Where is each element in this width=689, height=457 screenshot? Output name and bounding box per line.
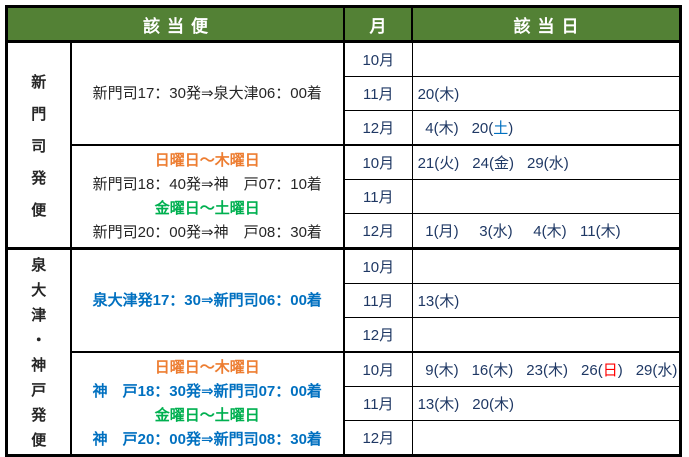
date-entry: 29(水) xyxy=(526,155,569,172)
dates-cell xyxy=(411,41,682,77)
dates-cell: 4(木) 20(土) xyxy=(411,110,682,146)
date-entry: 21(火) xyxy=(417,155,460,172)
dates-cell: 21(火) 24(金) 29(水) xyxy=(411,144,682,180)
month-cell: 12月 xyxy=(343,213,413,249)
date-entry: 29(水) xyxy=(635,362,678,379)
table-row: 12月 1(月) 3(水) 4(木) 11(木) xyxy=(7,213,682,249)
date-entry: 20(木) xyxy=(472,396,514,413)
timetable-body: 新門司発便新門司17：30発⇒泉大津06：00着 10月 11月 20(木) 12月 4(… xyxy=(5,41,682,456)
dates-cell: 1(月) 3(水) 4(木) 11(木) xyxy=(411,213,682,249)
schedule-text: 新門司17：30発⇒泉大津06：00着 xyxy=(92,85,322,102)
month-cell: 12月 xyxy=(343,110,413,146)
flight-desc-cell: 日曜日～木曜日新門司18：40発⇒神 戸07：10着 金曜日～土曜日新門司20：0… xyxy=(70,144,345,249)
dates-cell xyxy=(411,420,682,456)
route-group-cell: 泉大津・神戸発便 xyxy=(5,247,72,456)
day-range-label: 金曜日～土曜日 xyxy=(154,407,260,424)
date-entry: 13(木) xyxy=(417,396,460,413)
month-cell: 10月 xyxy=(343,144,413,180)
date-entry: 20(木) xyxy=(417,86,460,103)
table-row: 11月 13(木) xyxy=(7,283,682,318)
schedule-text: 新門司18：40発⇒神 戸07：10着 xyxy=(92,176,322,193)
table-row: 11月 xyxy=(7,179,682,214)
month-cell: 11月 xyxy=(343,386,413,421)
schedule-text: 神 戸18：30発⇒新門司07：00着 xyxy=(92,383,322,400)
date-entry: 4(木) xyxy=(425,120,459,137)
route-group-label: 泉大津・神戸発便 xyxy=(31,257,47,449)
date-entry: 20(土) xyxy=(471,120,514,137)
month-cell: 11月 xyxy=(343,179,413,214)
flight-desc-cell: 新門司17：30発⇒泉大津06：00着 xyxy=(70,41,345,146)
schedule-text: 神 戸20：00発⇒新門司08：30着 xyxy=(92,431,322,448)
header-row: 該当便 月 該当日 xyxy=(5,5,682,43)
route-group-cell: 新門司発便 xyxy=(5,41,72,249)
header-month: 月 xyxy=(342,5,414,43)
day-range-label: 日曜日～木曜日 xyxy=(154,152,260,169)
header-dates: 該当日 xyxy=(411,5,682,43)
table-row: 新門司発便 新門司17：30発⇒泉大津06：00着 10月 xyxy=(5,41,682,249)
header-flights: 該当便 xyxy=(5,5,345,43)
day-range-label: 金曜日～土曜日 xyxy=(154,200,260,217)
schedule-text: 新門司20：00発⇒神 戸08：30着 xyxy=(92,224,322,241)
dates-cell xyxy=(411,179,682,214)
table-row: 泉大津・神戸発便 泉大津発17：30⇒新門司06：00着 10月 xyxy=(5,247,682,456)
date-entry: 1(月) xyxy=(425,223,459,240)
date-entry: 3(水) xyxy=(479,223,513,240)
dates-cell: 13(木) xyxy=(411,283,682,318)
dates-cell xyxy=(411,247,682,284)
flight-desc-cell: 泉大津発17：30⇒新門司06：00着 xyxy=(70,247,345,353)
dates-cell: 20(木) xyxy=(411,76,682,111)
day-range-label: 日曜日～木曜日 xyxy=(154,359,260,376)
month-cell: 11月 xyxy=(343,283,413,318)
date-entry: 9(木) xyxy=(425,362,459,379)
date-entry: 4(木) xyxy=(533,223,567,240)
table-row: 12月 xyxy=(7,317,682,353)
dates-cell xyxy=(411,317,682,353)
date-entry: 26(日) xyxy=(581,362,623,379)
ferry-timetable: 該当便 月 該当日 新門司発便新門司17：30発⇒泉大津06：00着 10月 11月… xyxy=(5,5,682,457)
flight-desc-cell: 日曜日～木曜日神 戸18：30発⇒新門司07：00着 金曜日～土曜日神 戸20：0… xyxy=(70,351,345,456)
table-row: 日曜日～木曜日新門司18：40発⇒神 戸07：10着 金曜日～土曜日新門司20：0… xyxy=(7,144,682,249)
date-entry: 23(木) xyxy=(526,362,568,379)
month-cell: 11月 xyxy=(343,76,413,111)
schedule-text: 泉大津発17：30⇒新門司06：00着 xyxy=(92,292,322,309)
dates-cell: 13(木) 20(木) xyxy=(411,386,682,421)
dates-cell: 9(木) 16(木) 23(木) 26(日) 29(水) xyxy=(411,351,682,387)
date-entry: 11(木) xyxy=(580,223,621,240)
month-cell: 10月 xyxy=(343,247,413,284)
month-cell: 10月 xyxy=(343,41,413,77)
table-row: 日曜日～木曜日神 戸18：30発⇒新門司07：00着 金曜日～土曜日神 戸20：0… xyxy=(7,351,682,456)
month-cell: 10月 xyxy=(343,351,413,387)
route-group-label: 新門司発便 xyxy=(31,73,47,219)
table-row: 12月 4(木) 20(土) xyxy=(7,110,682,146)
month-cell: 12月 xyxy=(343,420,413,456)
date-entry: 24(金) xyxy=(472,155,514,172)
date-entry: 13(木) xyxy=(417,293,460,310)
date-entry: 16(木) xyxy=(471,362,514,379)
month-cell: 12月 xyxy=(343,317,413,353)
table-row: 11月 20(木) xyxy=(7,76,682,111)
